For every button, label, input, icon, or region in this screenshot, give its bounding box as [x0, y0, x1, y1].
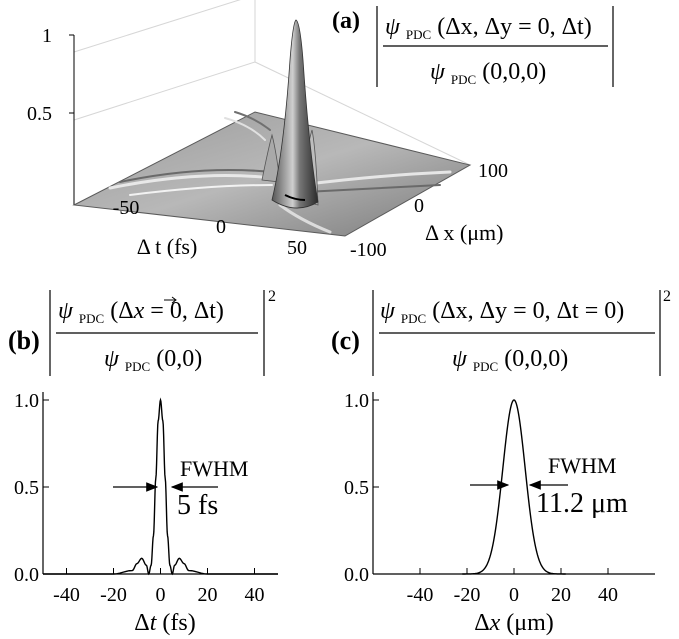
- panel-b-x-tick-label: -40: [53, 584, 80, 606]
- svg-text:ψ PDC (0,0): ψ PDC (0,0): [104, 346, 202, 377]
- panel-c-curve: [462, 399, 566, 575]
- svg-text:ψ PDC (0,0,0): ψ PDC (0,0,0): [430, 59, 546, 90]
- panel-a-den-args: (0,0,0): [482, 59, 546, 85]
- panel-b-xlabel-prefix: Δ: [134, 610, 149, 636]
- panel-a-t-axis-label: Δ t (fs): [137, 234, 198, 259]
- panel-c-den-psi: ψ: [452, 346, 468, 372]
- panel-c-x-tick-label: -40: [407, 584, 434, 606]
- panel-b-num-args-var: x: [133, 298, 145, 324]
- panel-c-tag: (c): [331, 326, 360, 355]
- panel-a-formula: (a) ψ PDC (Δx, Δy = 0, Δt) ψ PDC (0,0,0): [332, 6, 614, 90]
- panel-a-den-psi: ψ: [430, 59, 446, 85]
- panel-b-den-sub: PDC: [125, 359, 150, 374]
- panel-b-xlabel-unit: (fs): [156, 610, 195, 636]
- panel-b-num-args-2: = 0, Δt): [144, 298, 224, 324]
- panel-c-x-tick-label: 20: [551, 584, 571, 606]
- panel-c-fwhm-value: 11.2 μm: [536, 488, 628, 519]
- panel-a-x-tick-neg100: -100: [350, 239, 387, 261]
- surface-ripples: [108, 111, 452, 234]
- panel-b-num-args-1: (Δ: [110, 298, 133, 324]
- panel-a-t-tick-50: 50: [287, 237, 307, 259]
- panel-c-den-args: (0,0,0): [504, 346, 568, 372]
- panel-b-plot: -40 -20 0 20 40 0.0 0.5 1.0: [14, 390, 278, 606]
- panel-a-den-sub: PDC: [451, 72, 476, 87]
- panel-c-xlabel-prefix: Δ: [474, 610, 489, 636]
- panel-c-y-tick-label: 0.5: [344, 477, 369, 499]
- panel-b-y-tick-label: 1.0: [14, 390, 39, 412]
- panel-c-y-tick-label: 1.0: [344, 390, 369, 412]
- panel-a: 1 0.5 -50 0 50 Δ t (fs): [27, 0, 614, 261]
- panel-c-y-tick-label: 0.0: [344, 564, 369, 586]
- panel-c-power: 2: [663, 288, 671, 305]
- panel-c-xlabel-unit: (μm): [500, 610, 554, 636]
- panel-b-fwhm-label: FWHM: [180, 456, 248, 481]
- panel-b-den-psi: ψ: [104, 346, 120, 372]
- panel-b-formula: (b) 2 ψ PDC (Δx = 0, Δt) ψ PDC (0,0): [8, 288, 276, 377]
- panel-c-formula: (c) 2 ψ PDC (Δx, Δy = 0, Δt = 0) ψ PDC (…: [331, 288, 671, 377]
- panel-b-x-tick-label: 20: [198, 584, 218, 606]
- panel-c: (c) 2 ψ PDC (Δx, Δy = 0, Δt = 0) ψ PDC (…: [331, 288, 671, 636]
- panel-b-y-tick-label: 0.0: [14, 564, 39, 586]
- panel-b-power: 2: [268, 288, 276, 305]
- svg-text:ψ PDC (0,0,0): ψ PDC (0,0,0): [452, 346, 568, 377]
- panel-b-vector-arrow: [164, 296, 177, 304]
- panel-b-num-sub: PDC: [79, 311, 104, 326]
- surface-main-peak: [271, 19, 319, 209]
- panel-a-t-tick-neg50: -50: [113, 197, 140, 219]
- panel-a-z-axis: 1 0.5: [27, 25, 75, 205]
- panel-a-num-psi: ψ: [385, 14, 401, 40]
- panel-a-z-tick-0-5: 0.5: [27, 103, 52, 125]
- panel-a-x-tick-0: 0: [414, 195, 424, 217]
- panel-b-curve: [43, 397, 278, 576]
- panel-a-x-tick-100: 100: [478, 160, 508, 182]
- panel-a-tag: (a): [332, 8, 360, 34]
- panel-a-num-sub: PDC: [406, 27, 431, 42]
- panel-b-den-args: (0,0): [156, 346, 202, 372]
- panel-b-num-psi: ψ: [58, 298, 74, 324]
- panel-b-y-tick-label: 0.5: [14, 477, 39, 499]
- panel-c-fwhm: FWHM 11.2 μm: [470, 453, 628, 519]
- panel-a-x-axis-label: Δ x (μm): [425, 220, 504, 245]
- panel-b-x-tick-label: -20: [100, 584, 127, 606]
- svg-text:ψ PDC (Δx, Δy: ψ PDC (Δx, Δy = 0, Δt = 0): [380, 298, 624, 329]
- panel-c-plot: -40 -20 0 20 40 0.0 0.5 1.0: [344, 390, 655, 606]
- svg-text:ψ PDC (Δx, Δy: ψ PDC (Δx, Δy = 0, Δt): [385, 14, 592, 45]
- svg-text:ψ PDC (Δx = 0,: ψ PDC (Δx = 0, Δt): [58, 298, 224, 329]
- panel-b: (b) 2 ψ PDC (Δx = 0, Δt) ψ PDC (0,0) -40…: [8, 288, 278, 636]
- panel-a-t-tick-0: 0: [216, 216, 226, 238]
- panel-c-xlabel-var: x: [489, 610, 501, 636]
- panel-b-x-tick-label: 0: [156, 584, 166, 606]
- panel-c-num-sub: PDC: [401, 311, 426, 326]
- panel-b-xlabel-var: t: [150, 610, 158, 636]
- panel-a-x-axis: 100 0 -100 Δ x (μm): [350, 160, 508, 261]
- panel-a-z-tick-1: 1: [42, 25, 52, 47]
- panel-c-x-tick-label: 40: [598, 584, 618, 606]
- panel-c-num-args: (Δx, Δy = 0, Δt = 0): [432, 298, 624, 324]
- svg-text:Δx (μm): Δx (μm): [474, 610, 554, 636]
- panel-c-num-psi: ψ: [380, 298, 396, 324]
- surface-peak-shadow: [284, 194, 306, 201]
- panel-b-fwhm: FWHM 5 fs: [113, 456, 248, 521]
- panel-a-num-args: (Δx, Δy = 0, Δt): [437, 14, 592, 40]
- panel-b-tag: (b): [8, 326, 40, 355]
- panel-c-x-tick-label: -20: [454, 584, 481, 606]
- panel-a-t-axis: -50 0 50 Δ t (fs): [113, 197, 307, 259]
- panel-b-x-tick-label: 40: [245, 584, 265, 606]
- panel-c-x-tick-label: 0: [509, 584, 519, 606]
- panel-b-fwhm-value: 5 fs: [177, 490, 218, 521]
- panel-c-den-sub: PDC: [473, 359, 498, 374]
- svg-text:Δt (fs): Δt (fs): [134, 610, 195, 636]
- panel-c-fwhm-label: FWHM: [548, 453, 616, 478]
